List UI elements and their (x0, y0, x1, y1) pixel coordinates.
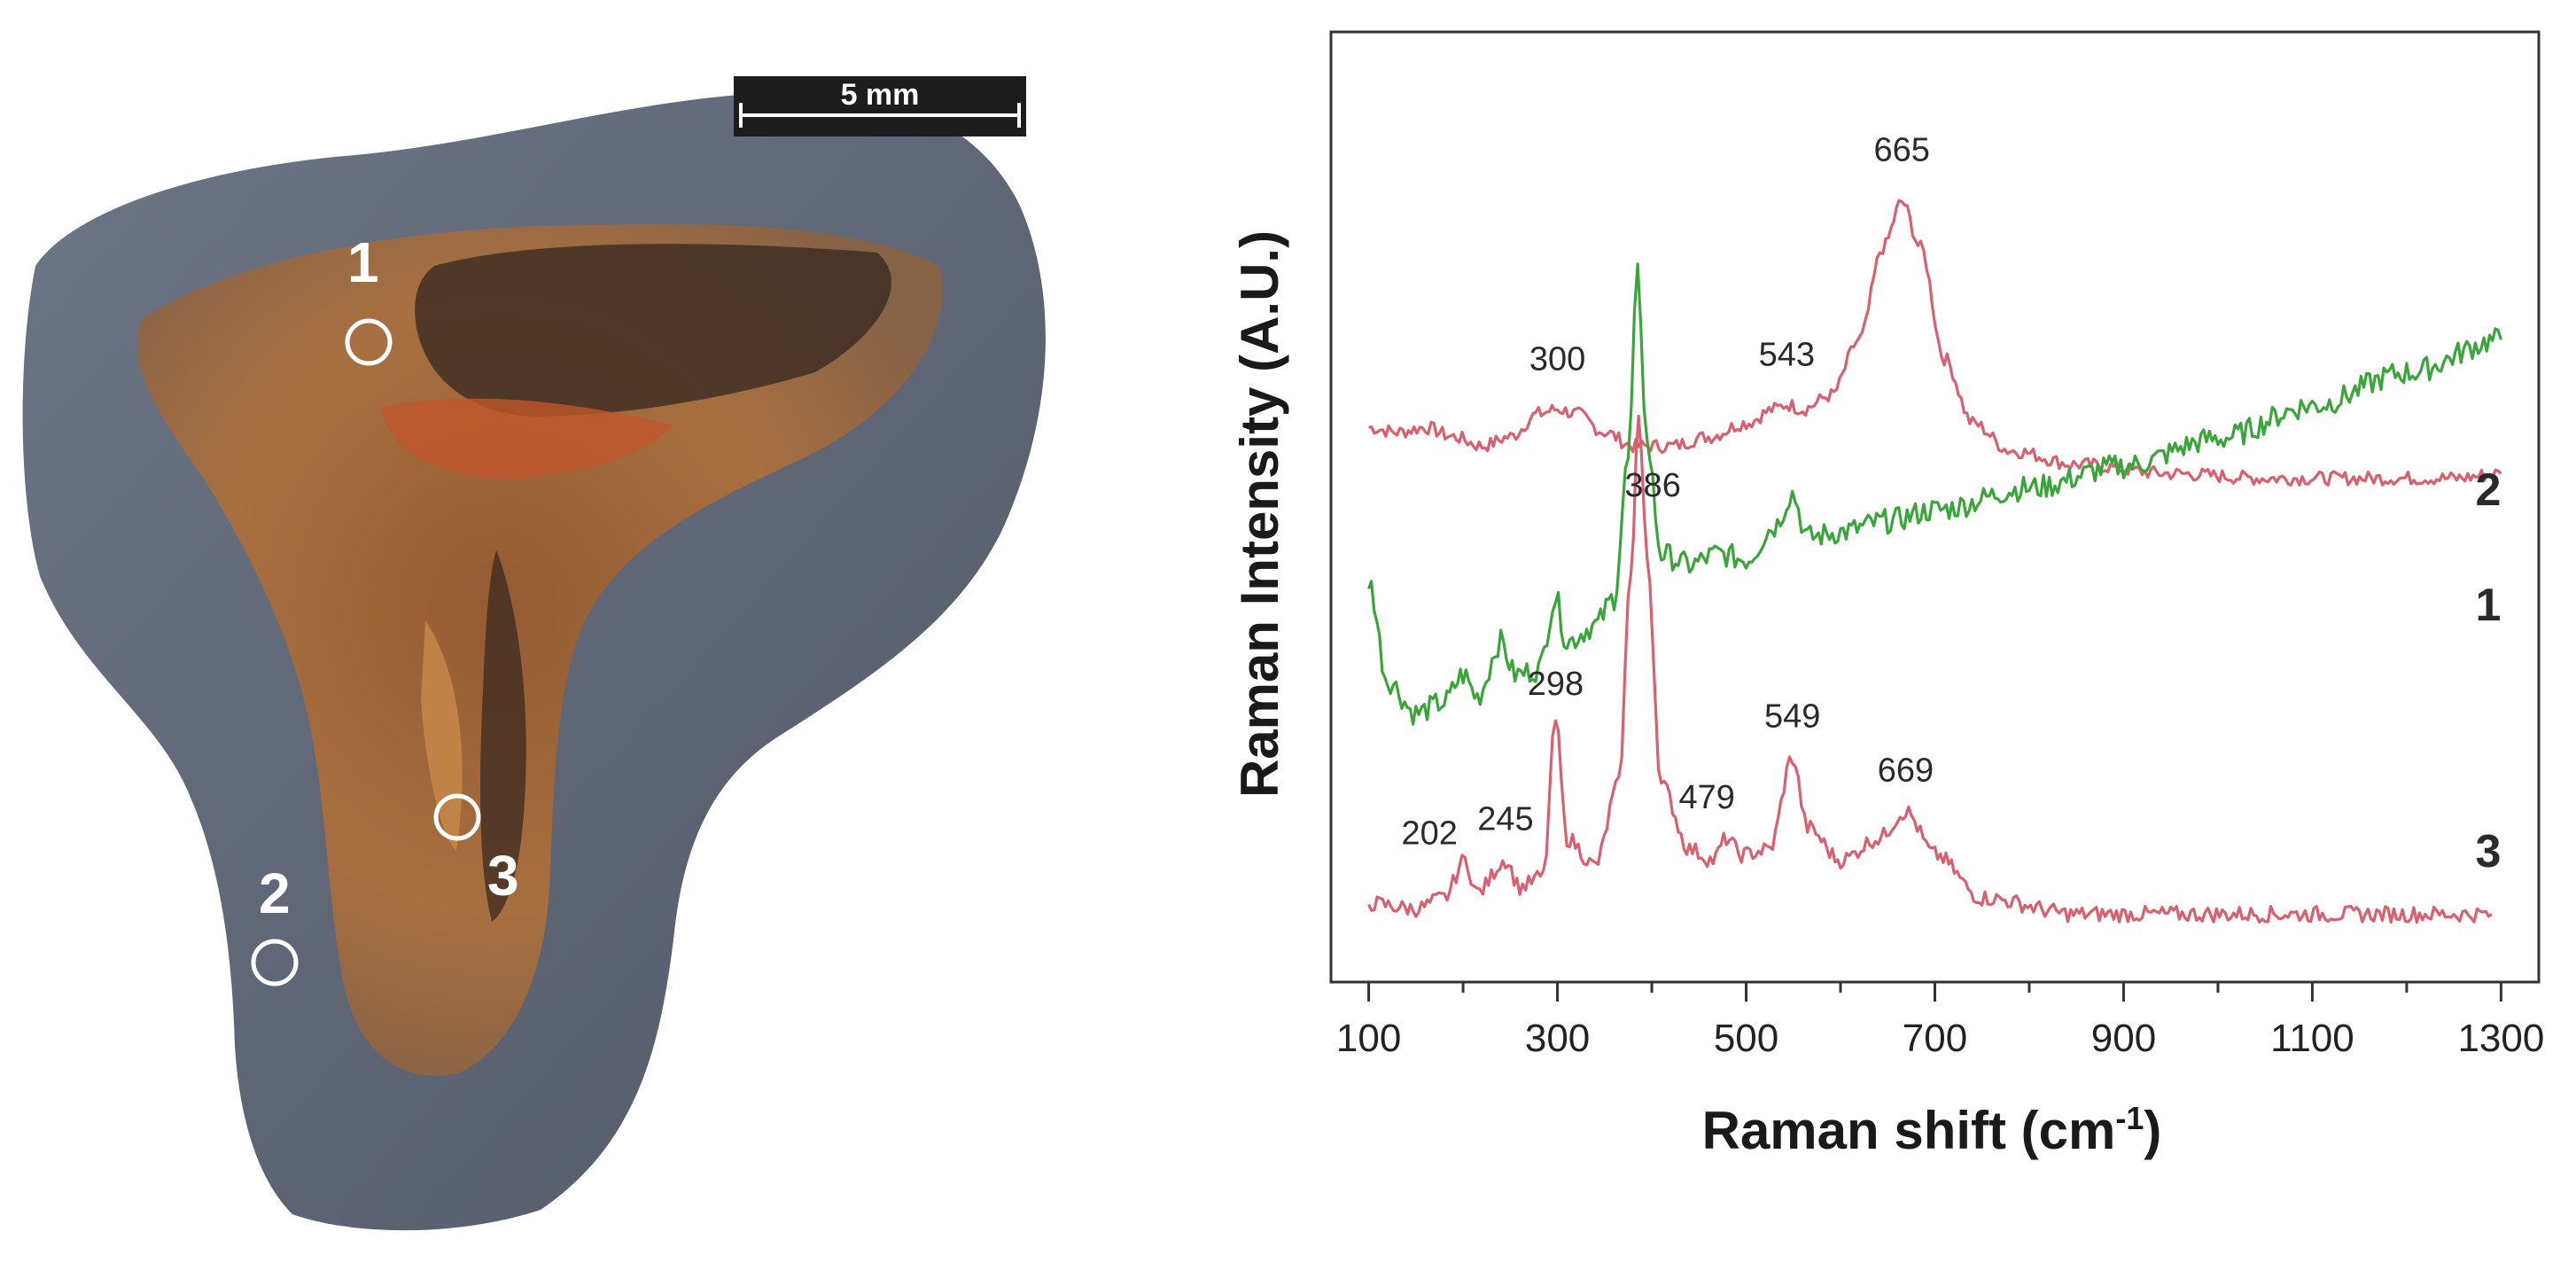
peak-label: 245 (1477, 800, 1533, 838)
measurement-point-1: 1 (345, 230, 393, 366)
x-axis: 100 300 500 700 900 1100 1300 (1336, 982, 2544, 1060)
peak-label: 669 (1878, 752, 1934, 790)
series-layer (1367, 199, 2502, 924)
sample-inner-mass (136, 223, 943, 1076)
peak-label: 543 (1759, 336, 1815, 373)
raman-chart: 100 300 500 700 900 1100 1300 300 543 665 202 245 2… (1230, 30, 2544, 1160)
scale-bar-label: 5 mm (841, 78, 920, 112)
x-tick-label: 900 (2091, 1017, 2156, 1060)
point-label-3: 3 (487, 844, 519, 908)
sample-micrograph: 5 mm 1 2 3 (22, 76, 1046, 1231)
x-tick-label: 300 (1525, 1017, 1590, 1060)
point-label-2: 2 (259, 861, 291, 925)
peak-label: 665 (1874, 132, 1930, 169)
series-2-line (1368, 199, 2502, 487)
peak-label: 298 (1528, 666, 1584, 703)
point-label-1: 1 (347, 230, 379, 294)
peak-label: 386 (1624, 467, 1680, 504)
x-axis-title-end: ) (2144, 1101, 2161, 1160)
peak-label: 202 (1402, 815, 1458, 852)
x-tick-label: 100 (1336, 1017, 1401, 1060)
x-axis-title: Raman shift (cm-1) (1702, 1100, 2162, 1160)
x-tick-label: 1100 (2270, 1017, 2354, 1060)
peak-label: 300 (1529, 341, 1585, 378)
scale-bar: 5 mm (734, 76, 1026, 136)
x-axis-title-sup: -1 (2115, 1100, 2144, 1136)
sample-crack (421, 620, 463, 851)
spectrum-id-layer: 2 1 3 (2476, 464, 2502, 877)
spectrum-id-1: 1 (2476, 580, 2502, 631)
spectrum-id-2: 2 (2476, 464, 2502, 516)
measurement-point-2: 2 (251, 861, 299, 986)
sample-void (415, 244, 891, 417)
y-axis-title: Raman Intensity (A.U.) (1230, 230, 1289, 798)
series-3-line (1367, 414, 2493, 924)
series-1-line (1367, 262, 2502, 726)
x-tick-label: 700 (1903, 1017, 1967, 1060)
measurement-point-3: 3 (433, 793, 519, 908)
peak-label-layer: 300 543 665 202 245 298 386 479 549 669 (1402, 132, 1934, 853)
x-axis-title-main: Raman shift (cm (1702, 1101, 2116, 1160)
x-tick-label: 500 (1714, 1017, 1778, 1060)
x-tick-label: 1300 (2457, 1017, 2544, 1060)
spectrum-id-3: 3 (2476, 826, 2502, 877)
sample-crack (381, 398, 673, 479)
peak-label: 479 (1678, 779, 1734, 816)
sample-crack (480, 550, 526, 922)
plot-frame (1329, 30, 2541, 984)
peak-label: 549 (1764, 698, 1820, 736)
